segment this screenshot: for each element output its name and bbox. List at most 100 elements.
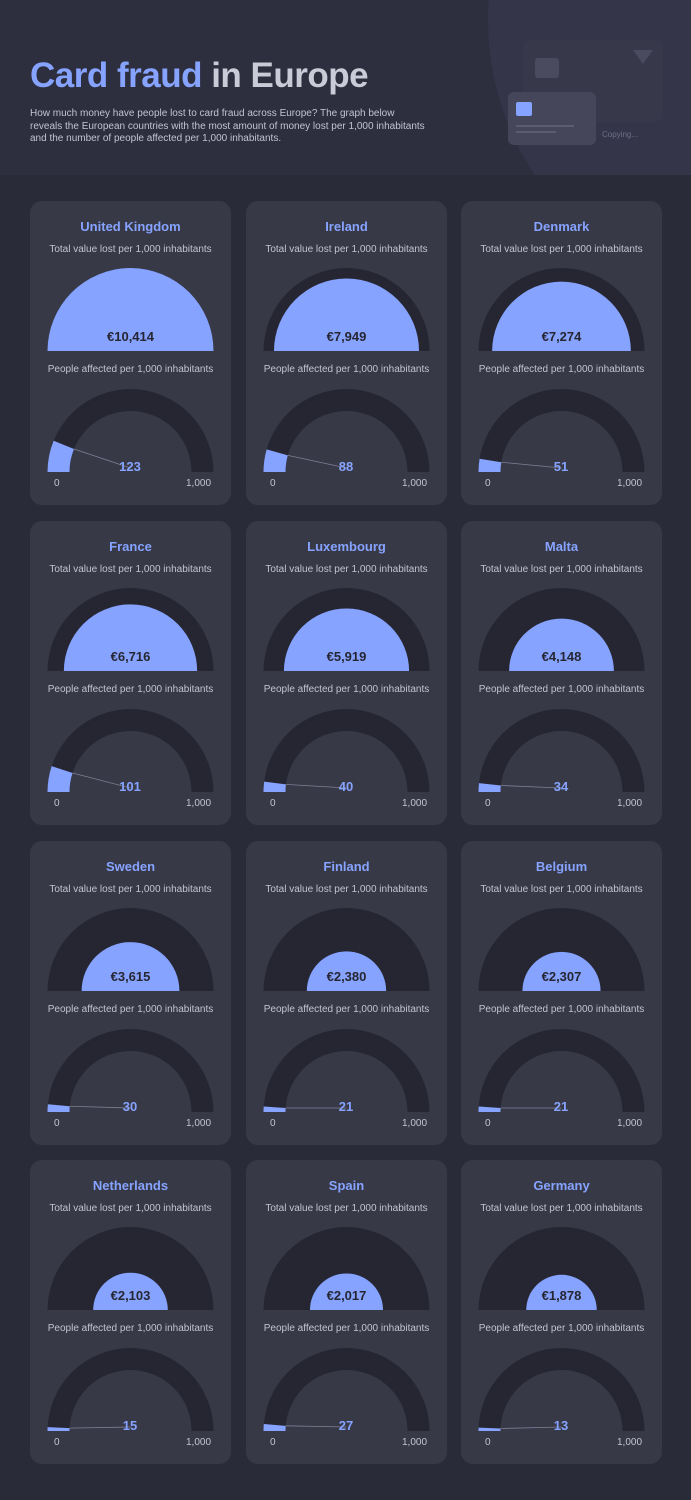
gauge-svg	[263, 268, 430, 472]
value-lost-label: Total value lost per 1,000 inhabitants	[265, 884, 428, 895]
country-name: Netherlands	[92, 1178, 169, 1193]
people-affected-label: People affected per 1,000 inhabitants	[263, 684, 430, 695]
value-fill	[93, 1272, 168, 1310]
value-lost-amount: €10,414	[107, 329, 154, 344]
value-lost-label: Total value lost per 1,000 inhabitants	[49, 564, 212, 575]
value-fill	[47, 268, 214, 351]
people-affected-label: People affected per 1,000 inhabitants	[478, 1004, 645, 1015]
country-card: Spain Total value lost per 1,000 inhabita…	[246, 1160, 447, 1464]
country-card: Luxembourg Total value lost per 1,000 inh…	[246, 521, 447, 825]
value-lost-label: Total value lost per 1,000 inhabitants	[49, 884, 212, 895]
axis-min-label: 0	[54, 1118, 60, 1129]
people-affected-count: 123	[119, 459, 141, 474]
axis-max-label: 1,000	[617, 478, 643, 489]
value-track	[478, 1227, 645, 1310]
value-track	[478, 908, 645, 991]
title-highlight: Card fraud	[30, 56, 202, 95]
people-fill	[47, 766, 73, 792]
value-lost-amount: €2,103	[110, 1288, 151, 1303]
value-lost-label: Total value lost per 1,000 inhabitants	[480, 244, 643, 255]
copying-caption: Copying...	[602, 130, 639, 139]
people-needle	[287, 454, 347, 469]
value-lost-label: Total value lost per 1,000 inhabitants	[265, 564, 428, 575]
card-chip-icon	[516, 102, 532, 116]
people-affected-count: 21	[338, 1099, 354, 1114]
people-needle	[69, 1426, 131, 1429]
axis-min-label: 0	[54, 798, 60, 809]
people-track	[263, 1029, 430, 1112]
people-affected-label: People affected per 1,000 inhabitants	[47, 364, 214, 375]
people-needle	[69, 1105, 131, 1109]
card-logo-shape	[633, 50, 653, 64]
gauge-svg	[478, 588, 645, 792]
people-fill	[263, 1106, 286, 1112]
axis-min-label: 0	[485, 478, 491, 489]
people-affected-count: 88	[338, 459, 354, 474]
people-needle	[501, 461, 562, 469]
country-card: Finland Total value lost per 1,000 inhabi…	[246, 841, 447, 1145]
value-fill	[522, 951, 601, 991]
value-fill	[306, 951, 387, 991]
people-track	[47, 1348, 214, 1431]
people-affected-count: 40	[338, 779, 354, 794]
axis-min-label: 0	[485, 1437, 491, 1448]
value-lost-label: Total value lost per 1,000 inhabitants	[480, 1203, 643, 1214]
gauge-svg	[47, 1227, 214, 1431]
people-track	[47, 709, 214, 792]
country-name: United Kingdom	[80, 219, 181, 234]
country-card: France Total value lost per 1,000 inhabit…	[30, 521, 231, 825]
people-needle	[72, 772, 131, 789]
value-fill	[526, 1274, 597, 1310]
people-affected-count: 101	[119, 779, 141, 794]
country-name: Spain	[328, 1178, 365, 1193]
people-track	[478, 1348, 645, 1431]
value-lost-amount: €4,148	[541, 649, 582, 664]
value-fill	[273, 278, 420, 351]
people-fill	[263, 449, 288, 472]
value-lost-amount: €3,615	[110, 969, 151, 984]
people-fill	[263, 781, 286, 792]
people-fill	[478, 1106, 501, 1112]
people-track	[478, 389, 645, 472]
people-track	[478, 709, 645, 792]
page-title: Card fraud in Europe	[30, 56, 369, 96]
gauge-svg	[263, 1227, 430, 1431]
card-chip-shape	[535, 58, 559, 78]
country-name: Luxembourg	[307, 539, 386, 554]
title-rest: in Europe	[201, 56, 369, 95]
value-fill	[81, 942, 180, 991]
people-needle	[500, 1426, 562, 1429]
value-lost-amount: €2,307	[541, 969, 582, 984]
value-lost-amount: €7,949	[326, 329, 367, 344]
value-fill	[309, 1273, 384, 1310]
gauge-svg	[47, 588, 214, 792]
people-needle	[500, 785, 562, 789]
people-fill	[478, 783, 501, 792]
axis-max-label: 1,000	[402, 478, 428, 489]
people-affected-label: People affected per 1,000 inhabitants	[47, 684, 214, 695]
country-name: Finland	[323, 859, 370, 874]
gauge-svg	[263, 908, 430, 1112]
value-lost-amount: €6,716	[110, 649, 151, 664]
people-fill	[478, 1427, 501, 1431]
axis-min-label: 0	[485, 1118, 491, 1129]
axis-max-label: 1,000	[617, 1437, 643, 1448]
axis-min-label: 0	[270, 478, 276, 489]
axis-min-label: 0	[54, 478, 60, 489]
value-lost-amount: €2,017	[326, 1288, 367, 1303]
people-track	[478, 1029, 645, 1112]
country-card: Sweden Total value lost per 1,000 inhabit…	[30, 841, 231, 1145]
intro-text: How much money have people lost to card …	[30, 108, 425, 144]
value-fill	[283, 608, 410, 671]
people-fill	[47, 1427, 70, 1431]
axis-max-label: 1,000	[186, 798, 212, 809]
country-name: Germany	[533, 1178, 590, 1193]
country-card: United Kingdom Total value lost per 1,000…	[30, 201, 231, 505]
country-name: Sweden	[105, 859, 156, 874]
axis-max-label: 1,000	[617, 798, 643, 809]
country-name: Malta	[544, 539, 579, 554]
people-fill	[47, 440, 74, 472]
gauge-svg	[47, 908, 214, 1112]
people-track	[263, 1348, 430, 1431]
axis-min-label: 0	[270, 798, 276, 809]
